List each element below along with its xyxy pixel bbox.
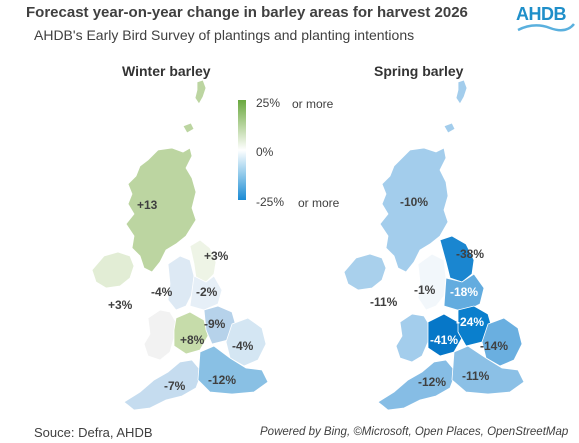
winter-label-north-west: -4%: [151, 285, 173, 299]
winter-label-south-east: -12%: [208, 373, 236, 387]
spring-label-north-west: -1%: [414, 283, 436, 297]
winter-label-northern-ireland: +3%: [108, 298, 133, 312]
spring-region-north-west: [417, 253, 447, 311]
winter-label-scotland: +13: [137, 198, 158, 212]
spring-map-title: Spring barley: [374, 63, 464, 79]
legend-color-scale: [238, 100, 246, 200]
winter-map-title: Winter barley: [122, 63, 211, 79]
winter-region-scotland: [125, 147, 197, 273]
spring-region-northern-ireland: [343, 253, 387, 291]
winter-shetland: [194, 79, 207, 105]
logo-text: AHDB: [516, 4, 567, 24]
spring-orkney: [443, 122, 456, 134]
winter-label-north-east: +3%: [204, 249, 229, 263]
chart-subtitle: AHDB's Early Bird Survey of plantings an…: [34, 27, 415, 43]
spring-region-yorkshire: [443, 273, 485, 313]
spring-label-east-midlands: -24%: [456, 315, 484, 329]
winter-region-south-west: [123, 359, 203, 411]
winter-region-yorkshire: [189, 275, 223, 311]
winter-region-north-west: [167, 255, 195, 311]
winter-region-south-east: [197, 345, 269, 395]
legend-bottom-suffix: or more: [298, 196, 340, 210]
logo-wave-icon: [517, 23, 575, 32]
chart-title: Forecast year-on-year change in barley a…: [26, 4, 468, 21]
source-note: Souce: Defra, AHDB: [34, 425, 153, 440]
spring-label-south-west: -12%: [418, 375, 446, 389]
winter-label-south-west: -7%: [164, 379, 186, 393]
legend-mid-value: 0%: [256, 145, 274, 159]
winter-label-east: -4%: [232, 339, 254, 353]
spring-label-west-midlands: -41%: [430, 333, 458, 347]
winter-label-west-midlands: +8%: [180, 333, 205, 347]
spring-label-east: -14%: [480, 339, 508, 353]
winter-label-yorkshire: -2%: [196, 285, 218, 299]
winter-orkney: [182, 122, 195, 134]
winter-region-wales: [143, 309, 177, 361]
winter-region-north-east: [189, 239, 217, 283]
winter-region-northern-ireland: [91, 251, 135, 289]
spring-barley-map: -10% -11% -38% -1% -18% -24% -41% -14% -…: [343, 79, 525, 411]
ahdb-logo: AHDB: [516, 4, 576, 34]
spring-label-south-east: -11%: [462, 369, 490, 383]
spring-label-yorkshire: -18%: [450, 285, 478, 299]
legend-bottom-value: -25%: [256, 195, 285, 209]
winter-barley-map: +13 +3% +3% -4% -2% +8% -9% -4% -7% -12%: [91, 79, 269, 411]
spring-label-north-east: -38%: [456, 247, 484, 261]
winter-region-east: [225, 317, 267, 367]
spring-region-north-east: [439, 235, 475, 283]
winter-region-west-midlands: [173, 311, 209, 355]
spring-region-east: [481, 317, 523, 367]
spring-region-south-east: [451, 345, 525, 395]
spring-region-scotland: [379, 147, 449, 273]
spring-region-wales: [395, 313, 431, 363]
spring-label-scotland: -10%: [400, 195, 428, 209]
map-credits: Powered by Bing, ©Microsoft, Open Places…: [260, 426, 569, 438]
legend-top-suffix: or more: [292, 97, 334, 111]
spring-shetland: [455, 79, 468, 105]
winter-label-east-midlands: -9%: [204, 317, 226, 331]
spring-label-northern-ireland: -11%: [370, 295, 398, 309]
legend-top-value: 25%: [256, 96, 281, 110]
